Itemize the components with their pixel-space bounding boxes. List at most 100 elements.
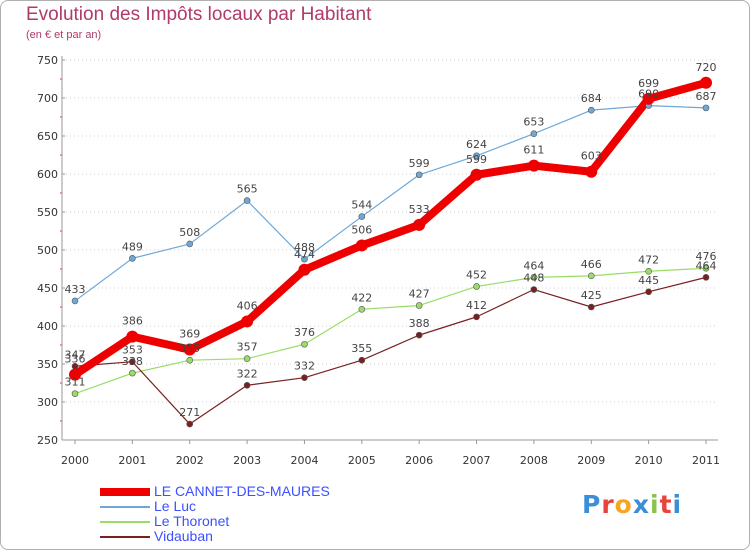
y-tick-label: 550 xyxy=(37,206,58,219)
data-label: 422 xyxy=(351,291,372,304)
data-point xyxy=(530,286,538,293)
data-point xyxy=(69,368,81,381)
data-point xyxy=(71,297,79,305)
data-point xyxy=(129,255,136,262)
legend-label: Vidauban xyxy=(154,528,213,544)
data-label: 322 xyxy=(237,367,258,380)
data-point xyxy=(415,302,423,309)
series-line xyxy=(74,276,707,425)
x-tick-labels: 2000 2001 2002 2003 2004 2005 2006 2007 2008 2009… xyxy=(61,454,720,467)
data-label: 533 xyxy=(409,203,430,216)
axes xyxy=(60,56,718,444)
data-label: 369 xyxy=(179,328,200,341)
series-line xyxy=(71,78,710,379)
data-point xyxy=(301,340,308,348)
data-point xyxy=(71,390,79,397)
data-label: 599 xyxy=(466,153,487,166)
chart-subtitle: (en € et par an) xyxy=(26,29,102,41)
data-label: 699 xyxy=(638,77,659,90)
data-point xyxy=(645,288,652,296)
data-point xyxy=(587,106,595,114)
grid-lines xyxy=(62,59,718,403)
data-label: 565 xyxy=(237,183,258,196)
y-tick-label: 350 xyxy=(37,358,58,371)
data-label: 544 xyxy=(351,199,372,212)
data-label: 386 xyxy=(122,315,143,328)
y-tick-label: 750 xyxy=(37,54,58,67)
legend-label: LE CANNET-DES-MAURES xyxy=(154,483,330,499)
legend-swatch xyxy=(100,536,150,538)
data-point xyxy=(355,239,368,252)
data-point xyxy=(186,356,194,364)
y-tick-label: 500 xyxy=(37,244,58,257)
data-point xyxy=(243,381,251,389)
data-label: 464 xyxy=(523,259,544,272)
x-tick-label: 2000 xyxy=(61,454,89,467)
data-label: 353 xyxy=(122,344,143,357)
data-label: 355 xyxy=(351,342,372,355)
data-point xyxy=(358,213,366,220)
x-tick-label: 2005 xyxy=(348,454,376,467)
data-label: 311 xyxy=(65,376,86,389)
x-tick-label: 2002 xyxy=(176,454,204,467)
data-label: 603 xyxy=(581,150,602,163)
data-label: 687 xyxy=(696,90,717,103)
chart-title: Evolution des Impôts locaux par Habitant xyxy=(26,4,372,25)
data-point xyxy=(702,274,710,281)
series-line xyxy=(74,104,707,302)
data-label: 355 xyxy=(179,342,200,355)
data-point xyxy=(700,76,712,89)
series-lines xyxy=(71,78,710,425)
data-point xyxy=(358,305,366,313)
data-label: 624 xyxy=(466,138,487,151)
data-point xyxy=(473,313,480,321)
data-label: 684 xyxy=(581,92,602,105)
data-point xyxy=(186,420,194,428)
data-label: 448 xyxy=(523,272,544,285)
data-point xyxy=(645,267,652,275)
data-label: 332 xyxy=(294,360,315,373)
data-point xyxy=(243,197,251,204)
data-label: 271 xyxy=(179,406,200,419)
data-point xyxy=(473,152,480,160)
x-tick-label: 2004 xyxy=(290,454,318,467)
x-tick-label: 2007 xyxy=(463,454,491,467)
data-label: 338 xyxy=(122,355,143,368)
x-tick-label: 2006 xyxy=(405,454,433,467)
data-label: 599 xyxy=(409,157,430,170)
data-label: 445 xyxy=(638,274,659,287)
data-label: 376 xyxy=(294,326,315,339)
data-labels: 433 489 508 565 488 544 599 624 653 684 690 687 311 3… xyxy=(65,61,717,419)
data-label: 653 xyxy=(523,116,544,129)
data-label: 425 xyxy=(581,289,602,302)
legend-swatch xyxy=(100,506,150,508)
data-point xyxy=(530,274,538,281)
data-label: 690 xyxy=(638,88,659,101)
series-points xyxy=(69,76,712,428)
x-tick-label: 2008 xyxy=(520,454,548,467)
data-point xyxy=(243,355,251,362)
data-label: 508 xyxy=(179,226,200,239)
data-label: 611 xyxy=(523,144,544,157)
legend-swatch xyxy=(100,521,150,523)
data-label: 464 xyxy=(696,259,717,272)
y-tick-label: 300 xyxy=(37,396,58,409)
proxiti-logo: Proxiti xyxy=(582,490,683,519)
data-point xyxy=(473,283,480,290)
data-point xyxy=(129,369,136,377)
series-line xyxy=(74,267,707,395)
x-tick-label: 2001 xyxy=(118,454,146,467)
data-point xyxy=(298,263,311,276)
data-point xyxy=(301,255,308,263)
y-tick-label: 700 xyxy=(37,92,58,105)
data-point xyxy=(415,171,423,179)
data-label: 474 xyxy=(294,248,315,261)
legend-swatch xyxy=(100,488,150,496)
data-label: 406 xyxy=(237,299,258,312)
data-label: 506 xyxy=(351,223,372,236)
data-label: 388 xyxy=(409,317,430,330)
y-tick-label: 450 xyxy=(37,282,58,295)
data-point xyxy=(642,92,655,105)
x-tick-label: 2009 xyxy=(577,454,605,467)
